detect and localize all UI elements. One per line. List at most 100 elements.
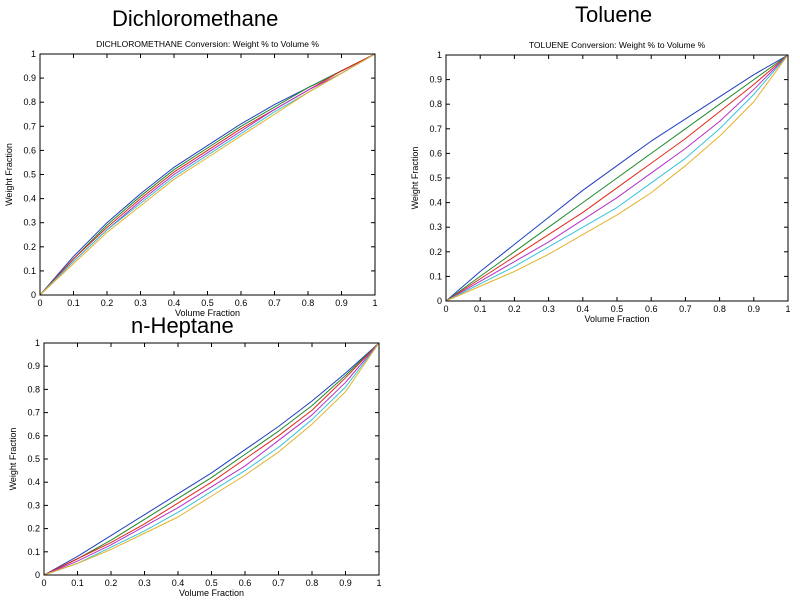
x-tick-label: 0.1: [67, 298, 80, 308]
series-line-4: [445, 54, 789, 302]
x-tick-label: 0.6: [645, 304, 658, 314]
x-tick-label: 1: [376, 578, 381, 588]
y-tick-label: 0.9: [429, 75, 442, 85]
x-tick-label: 0: [443, 304, 448, 314]
y-tick-label: 0.1: [23, 266, 36, 276]
series-line-5: [39, 53, 376, 296]
y-tick-label: 0.7: [429, 124, 442, 134]
series-line-3: [39, 53, 376, 296]
x-tick-label: 0.1: [474, 304, 487, 314]
x-axis-label: Volume Fraction: [179, 588, 244, 598]
y-tick-label: 0.3: [23, 218, 36, 228]
y-tick-label: 1: [35, 338, 40, 348]
x-tick-label: 0.3: [138, 578, 151, 588]
y-tick-label: 0.5: [27, 454, 40, 464]
y-axis-label: Weight Fraction: [8, 428, 18, 491]
y-tick-label: 0.7: [27, 408, 40, 418]
x-tick-label: 0.8: [306, 578, 319, 588]
series-line-6: [445, 54, 789, 302]
x-tick-label: 0.5: [201, 298, 214, 308]
series-line-1: [43, 342, 380, 576]
x-tick-label: 0.9: [748, 304, 761, 314]
y-tick-label: 1: [437, 50, 442, 60]
x-tick-label: 0.8: [713, 304, 726, 314]
series-line-6: [43, 342, 380, 576]
x-tick-label: 0.2: [105, 578, 118, 588]
series-line-3: [445, 54, 789, 302]
chart-title-dichloromethane: Dichloromethane: [112, 6, 279, 31]
y-tick-label: 0.4: [23, 194, 36, 204]
x-tick-label: 0.4: [168, 298, 181, 308]
x-tick-label: 0.6: [235, 298, 248, 308]
series-line-6: [39, 53, 376, 296]
x-tick-label: 0.2: [508, 304, 521, 314]
chart-svg: 0 0.1 0.2 0.3 0.4 0.5 0.6 0.7 0.8 0.9 1 0 0.1 0.2 0.3 0…: [8, 338, 382, 598]
x-tick-label: 0.1: [71, 578, 84, 588]
y-tick-label: 0.8: [429, 99, 442, 109]
y-tick-label: 0.6: [23, 145, 36, 155]
x-tick-label: 0.7: [679, 304, 692, 314]
y-tick-label: 0.2: [429, 247, 442, 257]
y-tick-label: 0.4: [27, 477, 40, 487]
x-axis-label: Volume Fraction: [175, 308, 240, 318]
y-tick-label: 0: [437, 296, 442, 306]
y-tick-label: 0.5: [429, 173, 442, 183]
chart-panel-toluene: TOLUENE Conversion: Weight % to Volume %…: [400, 30, 800, 324]
chart-subtitle: TOLUENE Conversion: Weight % to Volume %: [529, 40, 706, 50]
y-tick-label: 0.4: [429, 198, 442, 208]
chart-svg: TOLUENE Conversion: Weight % to Volume %…: [410, 40, 791, 324]
x-tick-label: 0.8: [302, 298, 315, 308]
x-tick-label: 0.4: [577, 304, 590, 314]
chart-panel-n-heptane: 0 0.1 0.2 0.3 0.4 0.5 0.6 0.7 0.8 0.9 1 0 0.1 0.2 0.3 0…: [0, 335, 400, 600]
x-tick-label: 0.5: [611, 304, 624, 314]
series-line-4: [43, 342, 380, 576]
y-axis-label: Weight Fraction: [4, 143, 14, 206]
series-line-2: [445, 54, 789, 302]
x-tick-label: 0.4: [172, 578, 185, 588]
x-tick-label: 0.3: [542, 304, 555, 314]
y-tick-label: 0.2: [23, 242, 36, 252]
x-tick-label: 0.7: [272, 578, 285, 588]
x-tick-label: 0: [41, 578, 46, 588]
y-tick-label: 0.9: [23, 73, 36, 83]
chart-title-n-heptane: n-Heptane: [131, 313, 234, 338]
y-tick-label: 0.2: [27, 524, 40, 534]
y-tick-label: 0.5: [23, 170, 36, 180]
chart-panel-dichloromethane: DICHLOROMETHANE Conversion: Weight % to …: [0, 30, 400, 318]
chart-svg: DICHLOROMETHANE Conversion: Weight % to …: [4, 39, 378, 318]
series-line-4: [39, 53, 376, 296]
plot-area-frame: [39, 53, 376, 296]
x-tick-label: 1: [785, 304, 790, 314]
plot-area-frame: [43, 342, 380, 576]
y-tick-label: 0.1: [27, 547, 40, 557]
y-tick-label: 0.1: [429, 271, 442, 281]
y-tick-label: 0.8: [27, 384, 40, 394]
y-tick-label: 0.3: [429, 222, 442, 232]
y-tick-label: 0.6: [429, 148, 442, 158]
y-tick-label: 0.7: [23, 121, 36, 131]
y-tick-label: 0.3: [27, 500, 40, 510]
y-axis-label: Weight Fraction: [410, 147, 420, 210]
series-line-2: [39, 53, 376, 296]
y-tick-label: 0.6: [27, 431, 40, 441]
x-tick-label: 1: [372, 298, 377, 308]
y-tick-label: 0: [31, 290, 36, 300]
series-line-2: [43, 342, 380, 576]
y-tick-label: 1: [31, 49, 36, 59]
chart-subtitle: DICHLOROMETHANE Conversion: Weight % to …: [96, 39, 319, 49]
x-tick-label: 0.3: [134, 298, 147, 308]
x-tick-label: 0: [37, 298, 42, 308]
series-line-5: [43, 342, 380, 576]
x-tick-label: 0.5: [205, 578, 218, 588]
y-tick-label: 0: [35, 570, 40, 580]
series-line-3: [43, 342, 380, 576]
y-tick-label: 0.9: [27, 361, 40, 371]
series-line-1: [39, 53, 376, 296]
chart-title-toluene: Toluene: [575, 2, 653, 27]
series-line-5: [445, 54, 789, 302]
x-tick-label: 0.2: [101, 298, 114, 308]
x-tick-label: 0.6: [239, 578, 252, 588]
y-tick-label: 0.8: [23, 97, 36, 107]
series-line-1: [445, 54, 789, 302]
x-axis-label: Volume Fraction: [584, 314, 649, 324]
